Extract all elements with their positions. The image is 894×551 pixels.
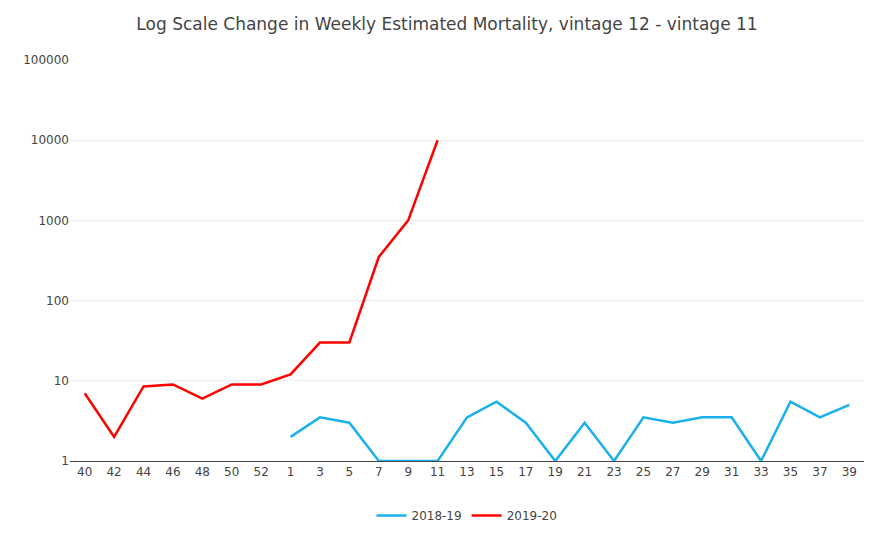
svg-text:23: 23 xyxy=(606,465,621,479)
svg-text:42: 42 xyxy=(106,465,121,479)
svg-text:19: 19 xyxy=(548,465,563,479)
svg-text:1: 1 xyxy=(61,454,69,468)
svg-text:1000: 1000 xyxy=(38,214,69,228)
svg-text:48: 48 xyxy=(195,465,210,479)
svg-text:39: 39 xyxy=(842,465,857,479)
svg-text:Log Scale Change in Weekly Est: Log Scale Change in Weekly Estimated Mor… xyxy=(136,14,757,34)
svg-text:44: 44 xyxy=(136,465,151,479)
svg-text:21: 21 xyxy=(577,465,592,479)
svg-text:27: 27 xyxy=(665,465,680,479)
svg-text:2019-20: 2019-20 xyxy=(507,509,557,523)
svg-text:33: 33 xyxy=(753,465,768,479)
svg-text:5: 5 xyxy=(346,465,354,479)
svg-text:52: 52 xyxy=(254,465,269,479)
svg-text:9: 9 xyxy=(404,465,412,479)
svg-text:17: 17 xyxy=(518,465,533,479)
svg-text:100: 100 xyxy=(46,294,69,308)
svg-text:40: 40 xyxy=(77,465,92,479)
svg-text:15: 15 xyxy=(489,465,504,479)
svg-text:31: 31 xyxy=(724,465,739,479)
svg-text:50: 50 xyxy=(224,465,239,479)
svg-text:35: 35 xyxy=(783,465,798,479)
svg-text:13: 13 xyxy=(459,465,474,479)
svg-text:3: 3 xyxy=(316,465,324,479)
svg-text:2018-19: 2018-19 xyxy=(412,509,462,523)
svg-text:37: 37 xyxy=(812,465,827,479)
svg-text:10: 10 xyxy=(54,374,69,388)
svg-text:29: 29 xyxy=(695,465,710,479)
svg-text:100000: 100000 xyxy=(23,53,69,67)
svg-text:10000: 10000 xyxy=(31,133,69,147)
svg-text:11: 11 xyxy=(430,465,445,479)
svg-text:1: 1 xyxy=(287,465,295,479)
svg-text:46: 46 xyxy=(165,465,180,479)
svg-text:7: 7 xyxy=(375,465,383,479)
svg-text:25: 25 xyxy=(636,465,651,479)
